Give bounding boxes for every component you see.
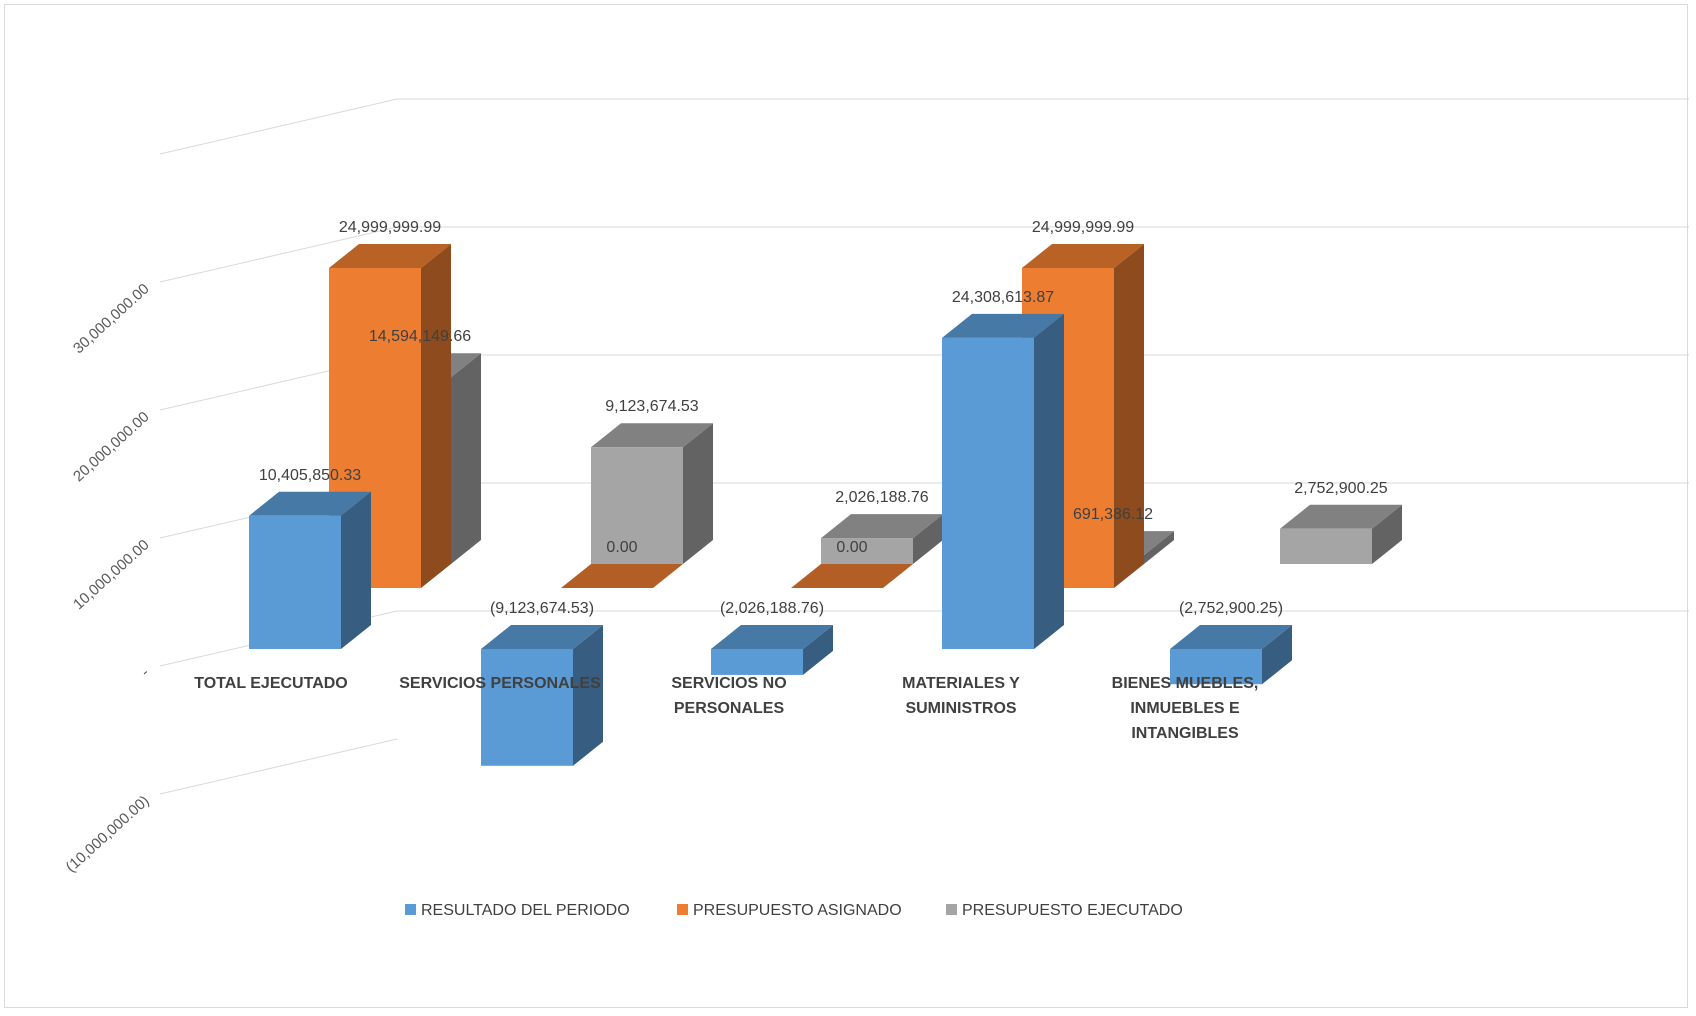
x-axis-categories: TOTAL EJECUTADO SERVICIOS PERSONALES SERVI…	[194, 675, 1258, 742]
data-labels: 14,594,149.66 9,123,674.53 2,026,188.76 691…	[259, 219, 1388, 617]
bar-2-2	[821, 514, 943, 564]
bar-front	[711, 649, 803, 675]
category-label: TOTAL EJECUTADO	[194, 675, 348, 692]
bar-front	[821, 538, 913, 564]
bar-side	[683, 423, 713, 564]
gridline-wall	[159, 226, 398, 283]
bar-side	[1144, 531, 1174, 564]
bar-0-4	[1170, 625, 1292, 685]
bar-side	[341, 491, 371, 649]
bar-side	[1034, 313, 1064, 649]
bar-2-1	[591, 423, 713, 564]
legend-swatch	[677, 904, 688, 915]
data-label-0-0: 10,405,850.33	[259, 467, 361, 484]
bar-side	[913, 514, 943, 564]
data-label-1-1: 0.00	[606, 539, 637, 556]
bar-top	[1280, 504, 1402, 529]
legend-swatch	[405, 904, 416, 915]
chart-svg: (10,000,000.00) - 10,000,000.00 20,000,000.…	[63, 98, 1689, 919]
data-label-1-3: 24,999,999.99	[1032, 219, 1134, 236]
data-label-0-1: (9,123,674.53)	[490, 600, 594, 617]
bar-top	[481, 625, 603, 649]
y-tick-label: (10,000,000.00)	[63, 792, 153, 876]
legend-item: PRESUPUESTO EJECUTADO	[946, 902, 1183, 919]
bar-side	[421, 244, 451, 588]
bar-0-1	[481, 625, 603, 766]
legend-label: RESULTADO DEL PERIODO	[421, 902, 630, 919]
bar-top	[711, 625, 833, 649]
y-axis-ticks: (10,000,000.00) - 10,000,000.00 20,000,000.…	[63, 280, 153, 876]
bar-0-3	[942, 313, 1064, 649]
legend-item: PRESUPUESTO ASIGNADO	[677, 902, 902, 919]
bar-1-1	[561, 564, 683, 588]
bar-top	[561, 564, 683, 588]
chart-container: (10,000,000.00) - 10,000,000.00 20,000,000.…	[4, 4, 1689, 1008]
bars	[249, 244, 1402, 766]
data-label-0-4: (2,752,900.25)	[1179, 600, 1283, 617]
legend-label: PRESUPUESTO ASIGNADO	[693, 902, 902, 919]
data-label-0-3: 24,308,613.87	[952, 289, 1054, 306]
bar-top	[1022, 244, 1144, 268]
data-label-1-0: 24,999,999.99	[339, 219, 441, 236]
y-tick-label: 10,000,000.00	[70, 536, 153, 613]
bar-front	[1280, 528, 1372, 564]
data-label-0-2: (2,026,188.76)	[720, 600, 824, 617]
category-label: BIENES MUEBLES, INMUEBLES E INTANGIBLES	[1112, 675, 1259, 742]
gridline-wall	[159, 98, 398, 155]
data-label-2-2: 2,026,188.76	[835, 489, 929, 506]
bar-top	[249, 491, 371, 516]
bar-front	[591, 447, 683, 564]
category-label: MATERIALES Y SUMINISTROS	[902, 675, 1020, 717]
bar-front	[1170, 649, 1262, 685]
legend: RESULTADO DEL PERIODO PRESUPUESTO ASIGNAD…	[405, 902, 1183, 919]
data-label-2-1: 9,123,674.53	[605, 398, 699, 415]
legend-label: PRESUPUESTO EJECUTADO	[962, 902, 1183, 919]
bar-1-2	[791, 564, 913, 588]
bar-top	[791, 564, 913, 588]
bar-side	[1372, 504, 1402, 564]
y-tick-label: 20,000,000.00	[70, 408, 153, 485]
bar-0-2	[711, 625, 833, 675]
bar-side	[803, 625, 833, 675]
y-tick-label: 30,000,000.00	[70, 280, 153, 357]
legend-item: RESULTADO DEL PERIODO	[405, 902, 630, 919]
bar-side	[573, 625, 603, 766]
bar-front	[942, 337, 1034, 649]
bar-top	[329, 244, 451, 268]
bar-0-0	[249, 491, 371, 649]
bar-side	[1114, 244, 1144, 588]
bar-front	[481, 649, 573, 766]
bar-side	[451, 353, 481, 564]
bar-top	[942, 313, 1064, 338]
bar-front	[249, 515, 341, 649]
data-label-2-3: 691,386.12	[1073, 506, 1153, 523]
data-label-1-2: 0.00	[836, 539, 867, 556]
data-label-2-0: 14,594,149.66	[369, 328, 471, 345]
bar-top	[591, 423, 713, 448]
bar-2-4	[1280, 504, 1402, 564]
y-tick-label: -	[138, 664, 153, 680]
legend-swatch	[946, 904, 957, 915]
bar-top	[1170, 625, 1292, 649]
category-label: SERVICIOS PERSONALES	[399, 675, 601, 692]
data-label-2-4: 2,752,900.25	[1294, 480, 1388, 497]
bar-side	[1262, 625, 1292, 685]
bar-top	[821, 514, 943, 539]
category-label: SERVICIOS NO PERSONALES	[671, 675, 786, 717]
gridline-wall	[159, 738, 398, 795]
